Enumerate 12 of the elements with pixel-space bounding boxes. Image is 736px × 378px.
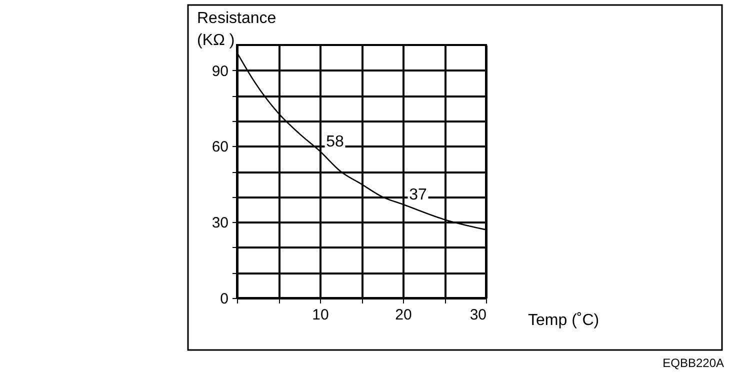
y-tick-label: 60 — [212, 138, 228, 156]
annotation: 58 — [326, 133, 344, 150]
y-tick-label: 0 — [220, 290, 228, 308]
annotation: 37 — [409, 186, 427, 204]
y-tick-label: 90 — [212, 62, 228, 80]
x-tick-label: 10 — [312, 306, 329, 324]
x-tick-label: 20 — [395, 306, 412, 324]
text: EQBB220A — [662, 356, 724, 370]
x-axis-title: Temp (˚C) — [528, 312, 600, 329]
x-tick-label: 30 — [470, 306, 486, 324]
y-tick-label: 30 — [212, 214, 228, 232]
y-axis-title: Resistance (KΩ ) — [197, 10, 276, 49]
